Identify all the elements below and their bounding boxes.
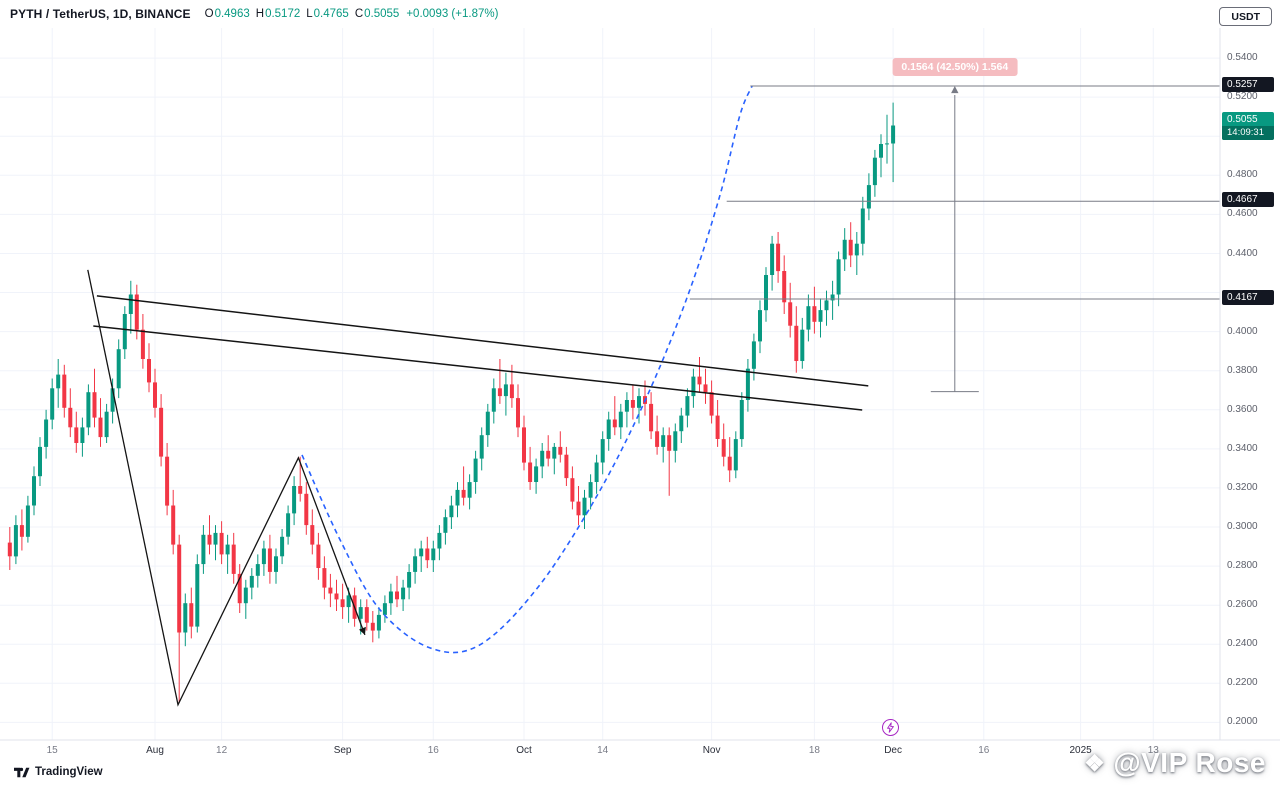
open-value: 0.4963 <box>214 8 250 20</box>
close-value: 0.5055 <box>364 8 400 20</box>
vip-rose-watermark: ❖ @VIP Rose <box>1084 747 1266 779</box>
price-level-badge-2[interactable]: 0.4667 <box>1222 192 1274 208</box>
cup-curve <box>301 85 753 654</box>
chart-header: PYTH / TetherUS, 1D, BINANCE O 0.4963 H 0.… <box>0 0 1280 28</box>
low-label: L <box>306 8 313 20</box>
symbol-title[interactable]: PYTH / TetherUS, 1D, BINANCE <box>10 7 191 21</box>
change-value: +0.0093 (+1.87%) <box>406 8 499 20</box>
candlesticks-layer <box>7 102 896 703</box>
close-label: C <box>354 8 364 20</box>
lightning-bolt-icon <box>886 722 894 733</box>
tradingview-mark-icon <box>14 767 30 777</box>
low-value: 0.4765 <box>313 8 349 20</box>
currency-toggle-button[interactable]: USDT <box>1219 7 1272 26</box>
last-price-badge: 0.5055 14:09:31 <box>1222 111 1274 140</box>
grid-layer <box>0 28 1220 740</box>
measurement-label[interactable]: 0.1564 (42.50%) 1.564 <box>892 58 1018 76</box>
bar-countdown: 14:09:31 <box>1222 125 1274 140</box>
tradingview-logo-text: TradingView <box>35 766 103 778</box>
lightning-event-icon[interactable] <box>881 719 899 736</box>
price-level-badge-3[interactable]: 0.4167 <box>1222 290 1274 305</box>
high-value: 0.5172 <box>265 8 301 20</box>
ohlc-readout: O 0.4963 H 0.5172 L 0.4765 C 0.5055 +0.0093 … <box>199 8 499 20</box>
price-level-badge-1[interactable]: 0.5257 <box>1222 77 1274 92</box>
high-label: H <box>255 8 265 20</box>
drawings-layer <box>87 85 1220 707</box>
measurement-layer <box>930 85 979 393</box>
diamond-icon: ❖ <box>1084 749 1106 776</box>
last-price-value: 0.5055 <box>1227 113 1258 125</box>
open-label: O <box>204 8 214 20</box>
watermark-text: @VIP Rose <box>1113 747 1266 778</box>
tradingview-logo[interactable]: TradingView <box>14 766 103 778</box>
